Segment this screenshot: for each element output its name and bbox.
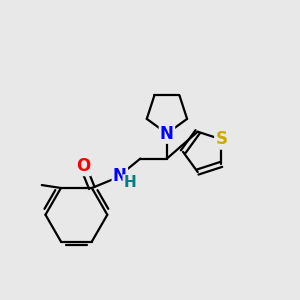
Text: S: S [215,130,227,148]
Text: O: O [76,157,90,175]
Text: N: N [160,124,174,142]
Text: H: H [124,176,136,190]
Text: N: N [113,167,127,185]
